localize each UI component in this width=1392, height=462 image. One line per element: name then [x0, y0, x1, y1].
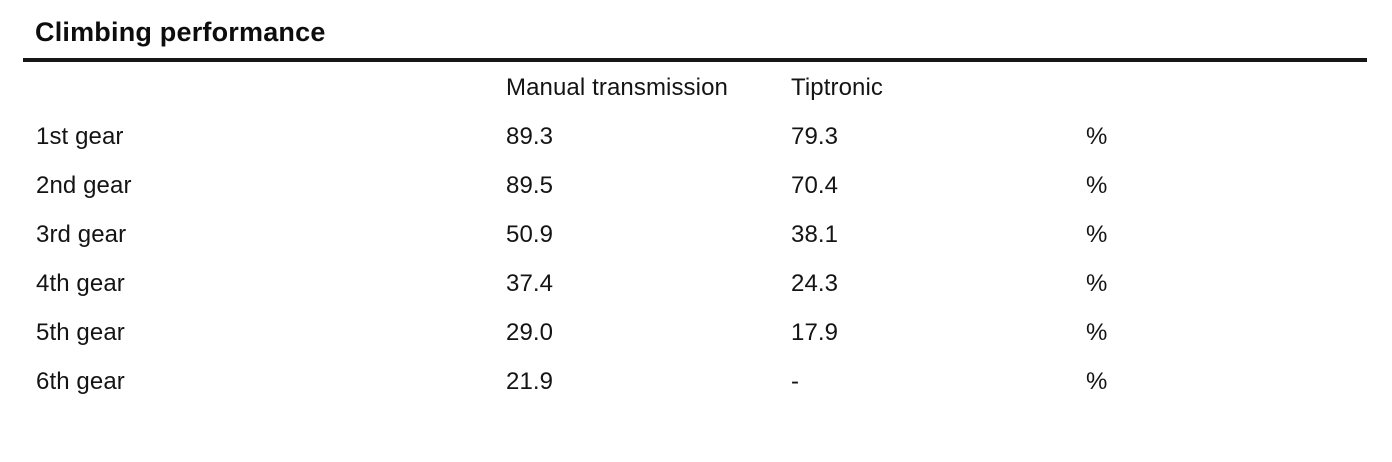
table-row: 2nd gear 89.5 70.4 %	[0, 161, 1392, 210]
climbing-performance-table: Manual transmission Tiptronic 1st gear 8…	[0, 63, 1392, 406]
table-header-row: Manual transmission Tiptronic	[0, 63, 1392, 112]
unit-value: %	[1086, 269, 1108, 297]
unit-value: %	[1086, 318, 1108, 346]
header-cell-tiptronic: Tiptronic	[791, 73, 884, 101]
unit-value: %	[1086, 122, 1108, 150]
unit-value: %	[1086, 171, 1108, 199]
table-row: 1st gear 89.3 79.3 %	[0, 112, 1392, 161]
gear-label: 5th gear	[36, 318, 125, 346]
manual-transmission-value: 89.3	[506, 122, 554, 150]
table-body: 1st gear 89.3 79.3 % 2nd gear 89.5 70.4 …	[0, 112, 1392, 406]
tiptronic-value: 24.3	[791, 269, 839, 297]
manual-transmission-value: 50.9	[506, 220, 554, 248]
gear-label: 3rd gear	[36, 220, 127, 248]
tiptronic-value: 70.4	[791, 171, 839, 199]
unit-value: %	[1086, 220, 1108, 248]
table-row: 6th gear 21.9 - %	[0, 357, 1392, 406]
gear-label: 4th gear	[36, 269, 125, 297]
gear-label: 6th gear	[36, 367, 125, 395]
table-title: Climbing performance	[35, 17, 326, 47]
tiptronic-value: 17.9	[791, 318, 839, 346]
title-rule	[23, 58, 1367, 62]
tiptronic-value: 79.3	[791, 122, 839, 150]
table-row: 4th gear 37.4 24.3 %	[0, 259, 1392, 308]
manual-transmission-value: 21.9	[506, 367, 554, 395]
table-row: 3rd gear 50.9 38.1 %	[0, 210, 1392, 259]
gear-label: 2nd gear	[36, 171, 132, 199]
tiptronic-value: -	[791, 367, 800, 395]
table-row: 5th gear 29.0 17.9 %	[0, 308, 1392, 357]
tiptronic-value: 38.1	[791, 220, 839, 248]
manual-transmission-value: 89.5	[506, 171, 554, 199]
unit-value: %	[1086, 367, 1108, 395]
gear-label: 1st gear	[36, 122, 124, 150]
manual-transmission-value: 29.0	[506, 318, 554, 346]
header-cell-manual-transmission: Manual transmission	[506, 73, 728, 101]
manual-transmission-value: 37.4	[506, 269, 554, 297]
